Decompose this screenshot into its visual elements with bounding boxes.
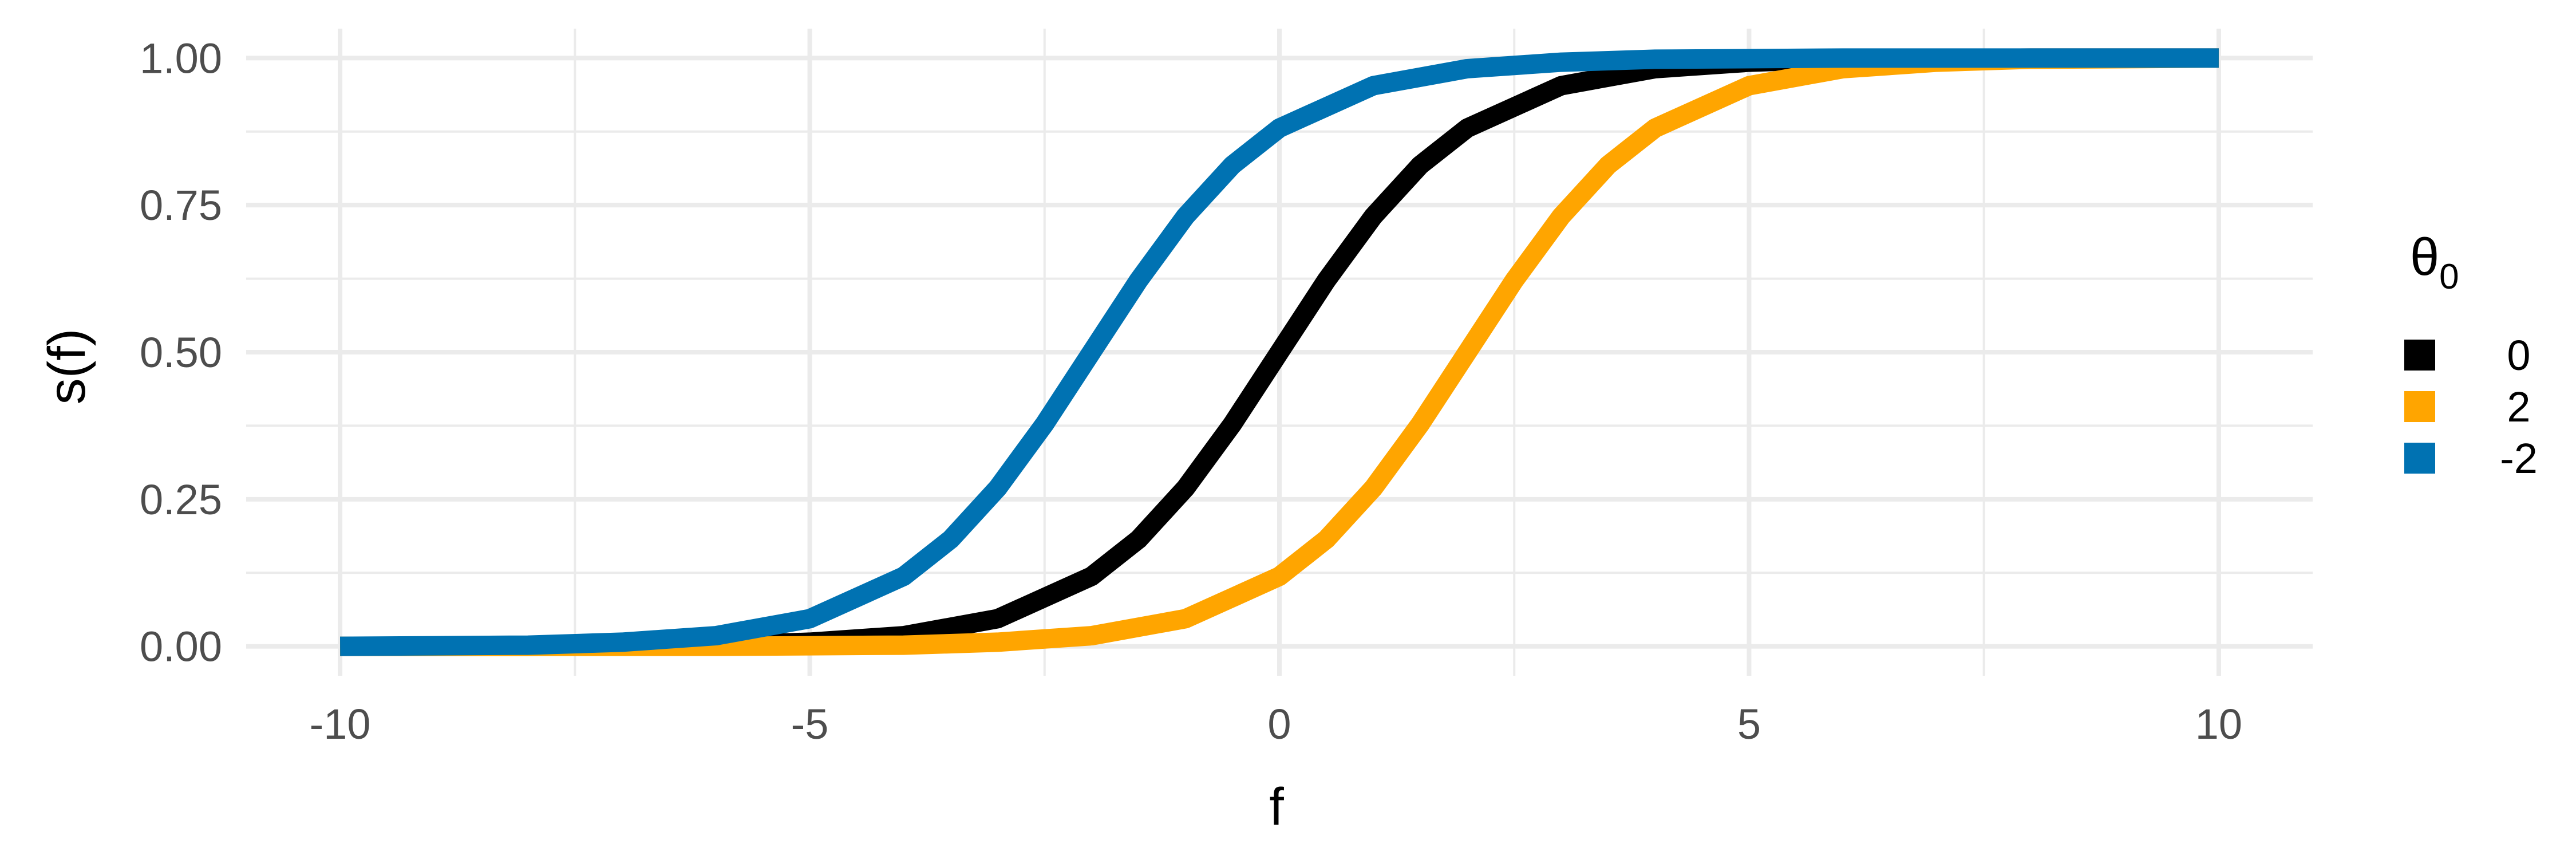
y-tick-label: 0.50 [140, 329, 222, 376]
legend-key--2 [2404, 443, 2435, 474]
y-axis-title: s(f) [38, 329, 96, 405]
legend-key-2 [2404, 391, 2435, 422]
x-tick-label: 0 [1267, 700, 1291, 748]
legend-title: θ0 [2410, 228, 2459, 297]
legend-label-0: 0 [2507, 332, 2530, 379]
x-tick-label: 5 [1737, 700, 1761, 748]
series-lines [339, 48, 2219, 656]
x-axis-title: f [1269, 778, 1284, 836]
legend-key-0 [2404, 340, 2435, 371]
x-tick-label: -10 [310, 700, 371, 748]
x-tick-label: -5 [791, 700, 829, 748]
legend-label-2: 2 [2507, 383, 2530, 431]
legend-label--2: -2 [2500, 435, 2538, 482]
y-tick-label: 0.75 [140, 182, 222, 229]
y-tick-label: 0.25 [140, 476, 222, 523]
x-axis-ticks: -10 -5 0 5 10 [310, 700, 2242, 748]
y-tick-label: 0.00 [140, 623, 222, 671]
y-tick-label: 1.00 [140, 34, 222, 82]
series-line-2 [340, 48, 2219, 656]
series-line--2 [339, 48, 2219, 656]
y-axis-ticks: 0.00 0.25 0.50 0.75 1.00 [140, 34, 222, 670]
x-tick-label: 10 [2195, 700, 2242, 748]
legend: θ0 02-2 [2404, 228, 2538, 482]
